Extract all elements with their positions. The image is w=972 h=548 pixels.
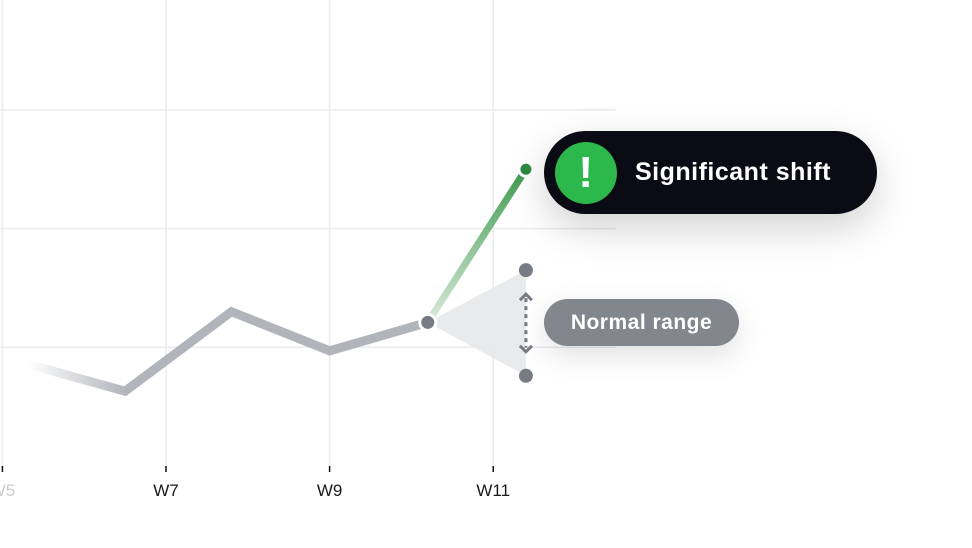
x-tick-label: W7 [153, 481, 179, 500]
shift-series-line [424, 165, 530, 326]
x-tick-label: W9 [317, 481, 343, 500]
arrow-down-icon [518, 344, 533, 354]
range-low-point [518, 368, 533, 383]
range-high-point [518, 263, 533, 278]
normal-range-area [427, 270, 526, 376]
normal-range-badge: Normal range [544, 299, 739, 346]
data-point [418, 312, 438, 332]
significant-shift-badge: ! Significant shift [544, 131, 877, 214]
exclamation-icon: ! [555, 141, 617, 204]
shift-point [517, 160, 535, 178]
normal-range-label: Normal range [570, 310, 713, 334]
arrow-up-icon [518, 292, 533, 302]
x-tick-label: W11 [476, 481, 510, 500]
x-tick-label: W5 [0, 481, 15, 500]
significant-shift-label: Significant shift [635, 158, 831, 186]
baseline-series-line [25, 306, 430, 397]
